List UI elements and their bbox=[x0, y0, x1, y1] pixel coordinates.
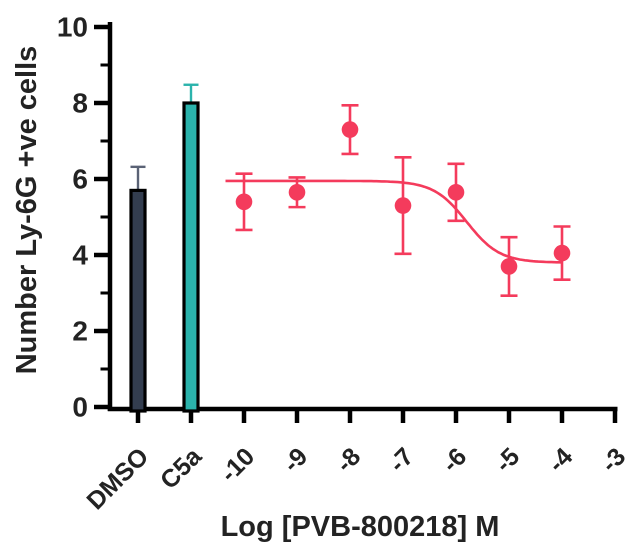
y-tick-label-2: 2 bbox=[72, 316, 88, 347]
x-tick-label-DMSO: DMSO bbox=[81, 442, 154, 515]
x-tick-label--9: -9 bbox=[278, 442, 314, 478]
y-tick-label-8: 8 bbox=[72, 88, 88, 119]
x-tick-label--4: -4 bbox=[543, 442, 579, 478]
data-point--4 bbox=[553, 244, 571, 262]
x-tick-label--7: -7 bbox=[384, 442, 420, 478]
y-axis-title: Number Ly-6G +ve cells bbox=[11, 46, 43, 375]
x-tick-label--5: -5 bbox=[490, 442, 526, 478]
data-point--5 bbox=[500, 258, 518, 275]
x-tick-label--10: -10 bbox=[215, 442, 260, 487]
x-tick-label-C5a: C5a bbox=[155, 442, 208, 495]
data-point--6 bbox=[447, 184, 465, 201]
x-axis-title: Log [PVB-800218] M bbox=[221, 511, 500, 543]
x-tick-label--3: -3 bbox=[596, 442, 632, 478]
y-tick-label-4: 4 bbox=[72, 240, 88, 271]
bar-DMSO bbox=[129, 188, 147, 413]
y-tick-label-10: 10 bbox=[57, 12, 88, 43]
data-point--8 bbox=[341, 121, 359, 138]
data-point--9 bbox=[288, 184, 306, 201]
data-point--10 bbox=[235, 193, 253, 211]
bar-C5a bbox=[182, 101, 200, 413]
x-tick-label--6: -6 bbox=[437, 442, 473, 478]
fit-curve bbox=[225, 179, 563, 264]
y-tick-label-6: 6 bbox=[72, 164, 88, 195]
x-tick-label--8: -8 bbox=[331, 442, 367, 478]
data-point--7 bbox=[394, 197, 412, 214]
plot-area: 0 2 4 6 8 10 DMSO C5a -10 -9 -8 -7 -6 -5 -4 -3 bbox=[57, 12, 631, 516]
y-tick-label-0: 0 bbox=[72, 392, 88, 423]
